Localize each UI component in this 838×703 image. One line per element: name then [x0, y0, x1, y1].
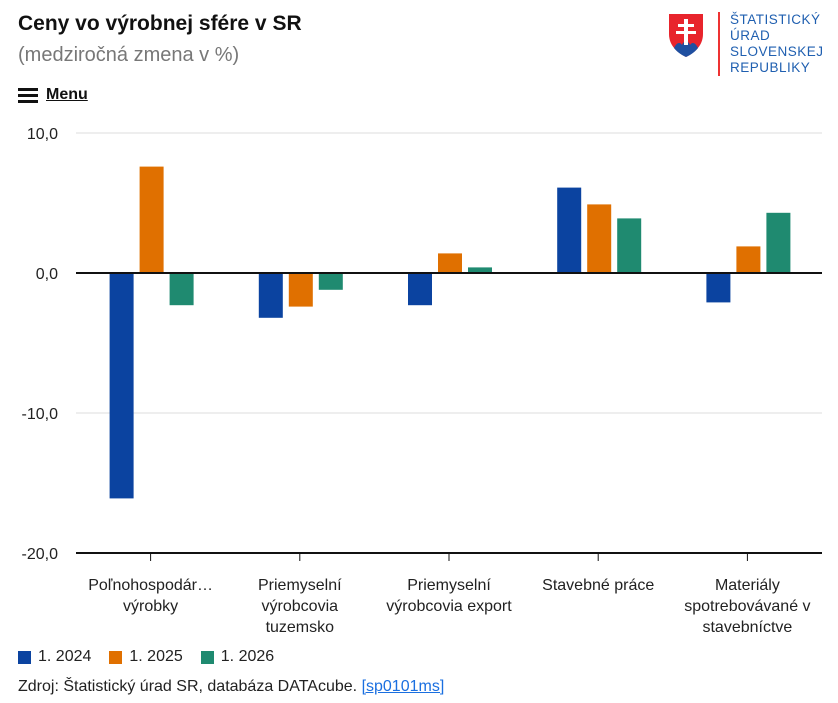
legend-swatch	[18, 650, 31, 664]
source-link[interactable]: [sp0101ms]	[361, 678, 445, 695]
x-tick-label: Priemyselní výrobcovia export	[386, 577, 512, 615]
bar	[587, 204, 612, 273]
y-tick-label: -20,0	[22, 546, 59, 563]
logo-line: ŠTATISTICKÝ	[730, 12, 821, 27]
y-tick-label: -10,0	[22, 406, 59, 423]
x-tick-label: Poľnohospodár… výrobky	[88, 577, 213, 615]
menu-button[interactable]: Menu	[18, 86, 88, 104]
legend-swatch	[109, 650, 123, 664]
bar-chart: 10,0 0,0 -10,0 -20,0 Poľnohospodár… výrobky Pr…	[22, 126, 822, 636]
x-tick-label: Priemyselní výrobcovia tuzemsko	[258, 577, 342, 636]
logo: ŠTATISTICKÝ ÚRAD SLOVENSKEJ REPUBLIKY	[668, 12, 824, 76]
logo-text: ŠTATISTICKÝ ÚRAD SLOVENSKEJ REPUBLIKY	[718, 12, 824, 76]
bar	[617, 218, 642, 273]
bar	[109, 273, 134, 499]
x-tick-label: Stavebné práce	[542, 577, 654, 594]
logo-line: SLOVENSKEJ	[730, 44, 824, 59]
legend-label: 1. 2024	[38, 648, 92, 665]
legend-item-2025[interactable]: 1. 2025	[109, 648, 183, 666]
bar	[438, 253, 462, 273]
bar	[468, 267, 492, 273]
chart-title: Ceny vo výrobnej sfére v SR	[18, 12, 302, 35]
legend-item-2026[interactable]: 1. 2026	[200, 648, 275, 666]
legend-label: 1. 2025	[129, 648, 183, 665]
y-tick-label: 10,0	[27, 126, 58, 143]
legend-swatch	[200, 650, 214, 664]
bar	[766, 212, 791, 273]
source-note: Zdroj: Štatistický úrad SR, databáza DAT…	[18, 678, 444, 696]
chart-subtitle: (medziročná zmena v %)	[18, 44, 240, 66]
hamburger-icon	[18, 88, 38, 103]
logo-line: ÚRAD	[730, 28, 771, 43]
legend: 1. 2024 1. 2025 1. 2026	[18, 648, 274, 666]
bar	[139, 166, 164, 273]
y-tick-label: 0,0	[36, 266, 58, 283]
menu-label: Menu	[46, 86, 88, 103]
legend-item-2024[interactable]: 1. 2024	[18, 648, 91, 666]
bar	[169, 273, 194, 306]
bar	[318, 273, 343, 290]
bar	[706, 273, 731, 303]
bar	[258, 273, 283, 318]
bar	[557, 187, 582, 273]
bar	[408, 273, 432, 306]
source-text: Zdroj: Štatistický úrad SR, databáza DAT…	[18, 678, 362, 695]
x-tick-label: Materiály spotrebovávané v stavebníctve	[684, 577, 810, 636]
bar	[736, 246, 761, 273]
legend-label: 1. 2026	[220, 648, 275, 665]
bar	[288, 273, 313, 307]
coat-of-arms-icon	[669, 14, 703, 57]
logo-line: REPUBLIKY	[730, 60, 811, 75]
